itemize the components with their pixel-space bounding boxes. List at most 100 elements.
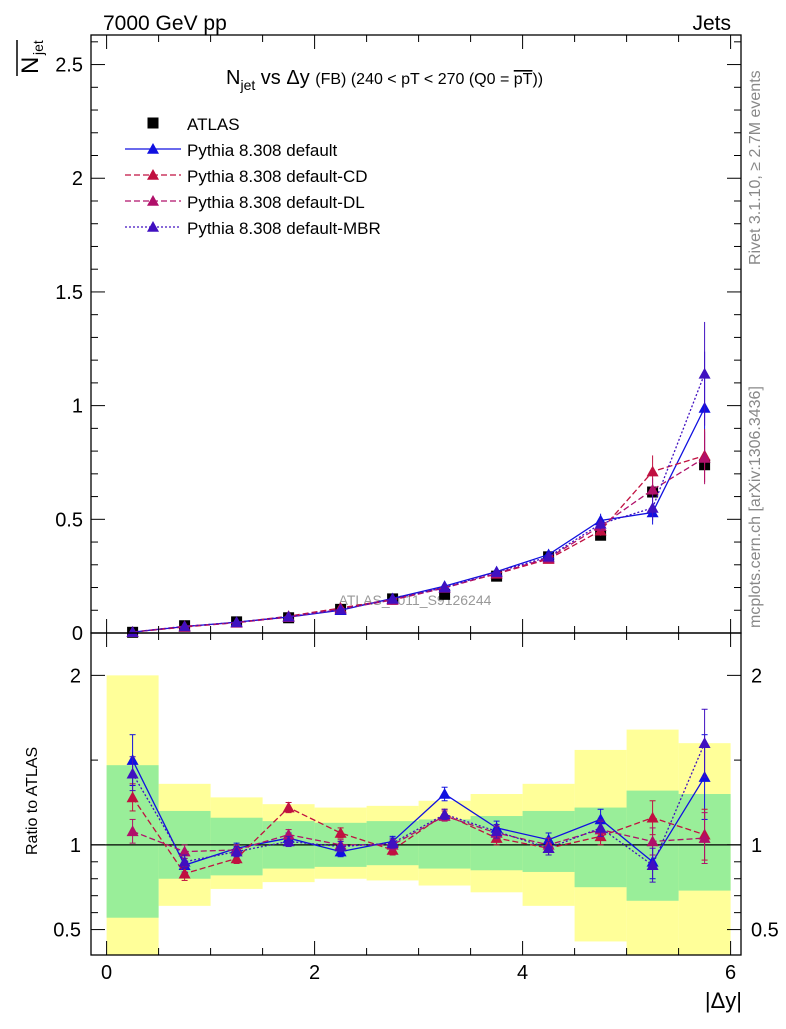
legend-label: ATLAS [187,115,240,134]
ratio-y-tick-label: 1 [70,835,81,857]
ratio-point [438,788,451,799]
legend-item: Pythia 8.308 default-CD [125,167,368,186]
ratio-point [594,821,607,833]
y-tick-label: 1 [72,396,83,418]
ratio-point [646,859,659,870]
series-point [126,626,139,637]
series-line [132,373,706,633]
series-point [386,592,399,604]
title-n: N [226,67,240,89]
series-point [594,517,607,529]
x-axis-label: |Δy| [705,988,742,1013]
ratio-series-line [132,815,705,853]
series-point [698,451,711,463]
legend-marker [147,195,159,206]
legend-item: Pythia 8.308 default [125,141,338,160]
ratio-y-tick-label-right: 1 [751,835,762,857]
series-point [490,566,503,577]
atlas-data-point [439,588,451,600]
ratio-point [334,826,347,838]
legend-item: Pythia 8.308 default-DL [125,193,365,212]
x-tick-label: 0 [101,962,112,984]
ratio-point [698,737,711,748]
ratio-point [178,855,191,867]
series-point [542,550,555,562]
mcplots-label: mcplots.cern.ch [arXiv:1306.3436] [747,386,764,628]
main-ylabel-sub: jet [30,40,46,56]
legend-item: Pythia 8.308 default-MBR [125,219,381,238]
ratio-y-tick-label: 2 [70,665,81,687]
rivet-label: Rivet 3.1.10, ≥ 2.7M events [747,70,764,265]
series-point [282,610,295,622]
ratio-point [230,845,243,857]
series-point [438,581,451,593]
y-tick-label: 1.5 [55,282,83,304]
y-tick-label: 2.5 [55,55,83,77]
main-plot: 0 0.5 1 1.5 2 2.5 [55,34,742,645]
ratio-point [438,808,451,820]
header-right: Jets [692,12,731,35]
ratio-point [490,825,503,837]
header-left: 7000 GeV pp [103,12,227,35]
ratio-y-tick-label-right: 0.5 [751,920,779,942]
series-point [646,465,659,477]
ratio-point [282,835,295,847]
ratio-point [178,867,191,879]
y-tick-label: 0.5 [55,509,83,531]
legend: ATLAS Pythia 8.308 default Pythia 8.308 de… [125,115,381,238]
x-tick-label: 2 [309,962,320,984]
ratio-point [126,825,139,837]
y-tick-label: 2 [72,168,83,190]
series-point [178,620,191,632]
ratio-point [126,791,139,803]
ratio-point [334,840,347,852]
title-end: )) [532,71,543,88]
ratio-inner-band [418,819,471,869]
ratio-point [230,852,243,864]
title-mid: vs Δy [255,67,315,89]
ratio-point [646,811,659,823]
ratio-series-line [132,797,705,875]
series-point [646,483,659,495]
legend-marker [147,169,159,180]
ratio-point [282,801,295,813]
title-rest: (240 < pT < 270 (Q0 = [346,71,513,88]
ratio-series-line [132,759,706,866]
legend-label: Pythia 8.308 default-DL [187,193,365,212]
y-tick-label: 0 [72,623,83,645]
legend-marker [147,221,159,232]
legend-label: Pythia 8.308 default-MBR [187,219,381,238]
x-tick-label: 4 [517,962,528,984]
ratio-point [178,845,191,857]
ratio-y-tick-label: 0.5 [53,920,81,942]
title-over: pT [514,71,533,88]
ratio-plot: 0 2 4 6 0.5 0.5 1 1 2 2 [53,632,779,984]
ratio-ylabel: Ratio to ATLAS [24,747,41,855]
series-line [132,457,705,633]
ratio-point [646,835,659,847]
main-ylabel-main: N [17,57,44,74]
legend-label: Pythia 8.308 default-CD [187,167,368,186]
ratio-point [386,837,399,848]
ratio-point [542,842,555,854]
ratio-point [698,832,711,843]
series-point [334,603,347,615]
title-sub: jet [239,77,255,93]
legend-label: Pythia 8.308 default [187,141,338,160]
series-point [230,616,243,628]
plot-title: Njet vs Δy (FB) (240 < pT < 270 (Q0 = pT… [226,67,543,93]
watermark: ATLAS_2011_S9126244 [339,592,492,608]
ratio-point [126,767,139,779]
title-small: (FB) [315,71,346,88]
legend-marker [147,143,159,154]
legend-marker [147,117,159,129]
ratio-frame [90,632,742,956]
main-ylabel: N jet [16,40,46,76]
series-point [698,367,711,379]
ratio-y-tick-label-right: 2 [751,665,762,687]
legend-item: ATLAS [147,115,240,134]
x-tick-label: 6 [725,962,736,984]
series-point [646,501,659,513]
